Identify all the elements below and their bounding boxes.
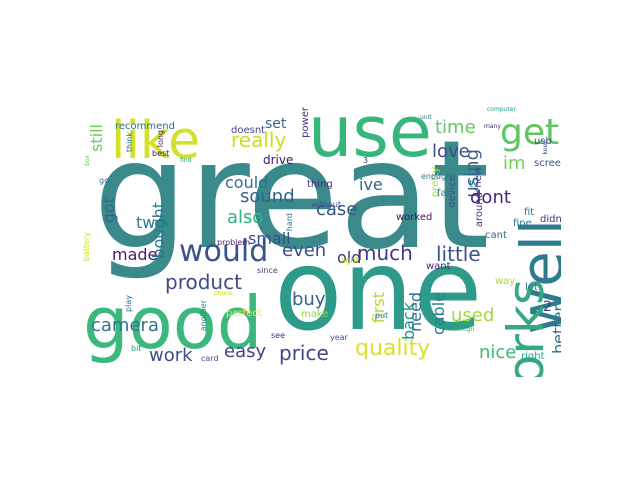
word-also: also xyxy=(227,207,264,228)
word-tv: tv xyxy=(469,179,479,190)
word-without: without xyxy=(311,200,342,209)
word-go: go xyxy=(99,176,109,185)
word-2: 2 xyxy=(543,299,552,315)
word-usb: usb xyxy=(534,136,552,147)
word-easy: easy xyxy=(224,341,267,362)
word-fit: fit xyxy=(524,207,535,218)
word-see: see xyxy=(271,331,286,340)
word-case: case xyxy=(316,199,358,220)
word-get: get xyxy=(500,112,560,153)
word-cant: cant xyxy=(485,230,507,241)
word-work: work xyxy=(149,345,193,366)
word-around: around xyxy=(474,192,485,228)
word-make: make xyxy=(301,309,329,320)
word-unit: unit xyxy=(420,114,432,121)
word-bit: bit xyxy=(131,344,142,353)
word-best: best xyxy=(152,149,170,158)
word-quality: quality xyxy=(355,336,431,361)
word-play: play xyxy=(124,295,133,312)
word-recommend: recommend xyxy=(115,121,175,132)
word-light: light xyxy=(341,256,359,265)
word-doesnt: doesnt xyxy=(231,125,266,136)
word-nice: nice xyxy=(479,342,517,363)
word-great: great xyxy=(93,109,490,283)
word-dont: dont xyxy=(470,187,511,208)
word-want: want xyxy=(426,261,451,272)
word-still: still xyxy=(87,124,106,152)
word-good: good xyxy=(83,281,263,365)
word-keep: keep xyxy=(542,140,549,155)
word-thing: thing xyxy=(307,179,333,190)
word-little: little xyxy=(436,242,481,266)
word-set: set xyxy=(265,116,287,132)
word-much: much xyxy=(357,241,413,265)
word-find: find xyxy=(180,157,192,164)
word-lot: lot xyxy=(525,282,538,293)
word-think: think xyxy=(125,132,134,153)
word-even: even xyxy=(282,240,327,261)
word-buy: buy xyxy=(292,289,326,310)
word-another: another xyxy=(199,300,208,332)
word-ive: ive xyxy=(359,175,383,194)
word-year: year xyxy=(330,333,348,342)
word-use: use xyxy=(308,107,432,173)
word-hard: hard xyxy=(285,213,294,232)
word-like: like xyxy=(111,111,201,171)
word-way: way xyxy=(495,276,516,287)
word-enough: enough xyxy=(421,172,452,181)
word-old: old xyxy=(337,248,362,267)
word-price: price xyxy=(279,341,329,365)
word-camera: camera xyxy=(91,315,159,336)
word-perfect: perfect xyxy=(226,308,262,319)
word-would: would xyxy=(179,234,269,269)
word-didnt: didnt xyxy=(540,214,561,225)
word-really: really xyxy=(231,128,287,152)
word-right: right xyxy=(521,351,545,362)
word-since: since xyxy=(257,266,278,275)
word-many: many xyxy=(484,123,501,130)
word-made: made xyxy=(112,245,158,264)
word-drive: drive xyxy=(263,153,294,167)
word-used: used xyxy=(451,305,495,326)
word-worked: worked xyxy=(396,212,433,223)
word-two: two xyxy=(136,213,166,232)
word-far: far xyxy=(437,188,451,199)
word-got: got xyxy=(99,197,118,224)
word-new: new xyxy=(473,167,484,188)
word-screen: screen xyxy=(534,158,561,169)
word-computer: computer xyxy=(487,107,516,113)
word-one: one xyxy=(274,226,483,356)
word-time: time xyxy=(435,117,476,138)
word-could: could xyxy=(225,173,269,192)
word-cable: cable xyxy=(429,292,448,336)
word-fine: fine xyxy=(513,218,532,229)
word-phone: phone xyxy=(214,290,233,297)
word-box: box xyxy=(84,155,91,166)
word-cloud: great one good use like well works would get qual… xyxy=(81,107,561,377)
word-card: card xyxy=(201,354,219,363)
word-power: power xyxy=(300,107,311,138)
word-im: im xyxy=(503,153,526,174)
word-3: 3 xyxy=(363,156,369,165)
word-though: though xyxy=(453,326,475,333)
word-long: long xyxy=(156,130,165,148)
word-sound: sound xyxy=(240,186,295,207)
word-put: put xyxy=(375,311,389,320)
word-product: product xyxy=(165,270,242,294)
word-better: better xyxy=(549,305,561,354)
word-problem: problem xyxy=(217,238,251,247)
word-break: break xyxy=(457,320,474,327)
word-love: love xyxy=(432,141,470,162)
word-need: need xyxy=(406,292,425,332)
word-battery: battery xyxy=(82,232,91,262)
word-small: small xyxy=(248,229,291,248)
